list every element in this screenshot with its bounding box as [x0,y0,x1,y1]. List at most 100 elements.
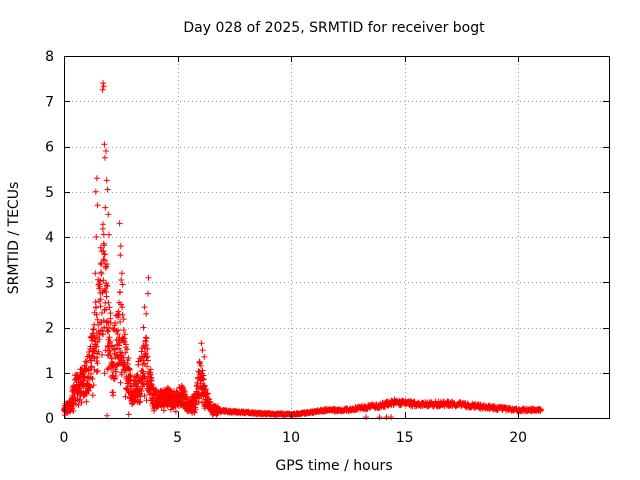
data-point [115,327,122,334]
data-point [117,289,123,296]
data-point [144,345,151,352]
data-point [101,286,108,292]
x-tick-label: 20 [509,430,527,446]
data-point [102,204,109,211]
data-point [83,391,90,397]
data-point [125,411,132,418]
data-point [141,304,148,311]
data-point [94,367,101,374]
data-point [107,352,114,358]
data-point [115,361,122,368]
data-point [113,328,120,334]
data-point [145,274,152,281]
data-point [75,402,82,408]
data-point [112,346,119,353]
data-point [82,358,89,365]
data-point [164,384,171,391]
data-point [116,299,122,306]
data-point [118,371,125,378]
data-point [96,283,103,290]
data-point [124,360,131,367]
data-point [137,398,144,405]
y-tick-label: 1 [45,366,54,382]
data-point [107,310,114,317]
data-point [117,243,124,250]
data-point [87,384,94,391]
data-point [93,311,100,318]
data-point [143,354,150,361]
y-tick-label: 0 [45,411,54,427]
data-point [89,375,96,382]
data-point [204,390,211,397]
data-point [192,406,199,413]
data-point [97,244,104,251]
data-point [100,231,107,238]
data-point [94,339,101,345]
data-point [143,335,150,342]
data-point [104,412,111,419]
data-point [90,382,97,389]
data-point [106,304,113,311]
data-point [117,379,124,386]
data-point [119,311,126,318]
data-point [116,220,123,227]
data-point [93,234,100,240]
data-point [203,386,209,393]
y-tick-label: 3 [45,275,54,291]
data-point [98,260,105,267]
data-point [104,318,111,325]
data-point [113,368,120,375]
data-point [115,314,122,321]
data-point [195,368,202,375]
x-tick-label: 10 [282,430,300,446]
data-point [112,320,119,327]
data-point [106,231,112,238]
data-point [147,371,154,378]
data-point [199,347,206,354]
data-point [90,347,97,354]
data-point [120,316,127,323]
data-point [104,261,110,268]
data-point [101,251,108,258]
y-tick-label: 2 [45,321,54,337]
data-point [83,359,90,366]
data-point [77,396,83,403]
data-point [105,299,112,306]
data-point [121,359,128,366]
data-point [144,363,150,370]
data-point [119,304,126,311]
data-point [141,392,148,399]
data-point [172,408,179,415]
data-point [92,188,99,195]
data-point [117,319,124,325]
data-point [100,221,106,228]
data-point [93,368,100,375]
data-point [191,409,198,416]
data-point [143,310,150,317]
chart-title: Day 028 of 2025, SRMTID for receiver bog… [183,20,485,36]
data-point [88,363,95,370]
y-tick-label: 7 [45,94,54,110]
data-point [197,362,204,369]
data-point [118,277,125,283]
data-point [92,304,99,311]
data-point [88,357,95,364]
data-point [100,331,107,338]
data-point [83,398,90,405]
data-point [103,293,110,300]
data-point [123,341,129,348]
data-point [97,296,104,303]
data-points [61,80,544,421]
data-point [99,86,106,93]
data-point [92,270,99,277]
data-point [101,141,108,148]
data-point [94,354,101,361]
x-tick-label: 0 [60,430,69,446]
data-point [97,303,104,310]
data-point [92,299,99,306]
data-point [88,370,94,377]
data-point [89,392,96,399]
data-point [127,366,134,373]
data-point [106,324,113,331]
